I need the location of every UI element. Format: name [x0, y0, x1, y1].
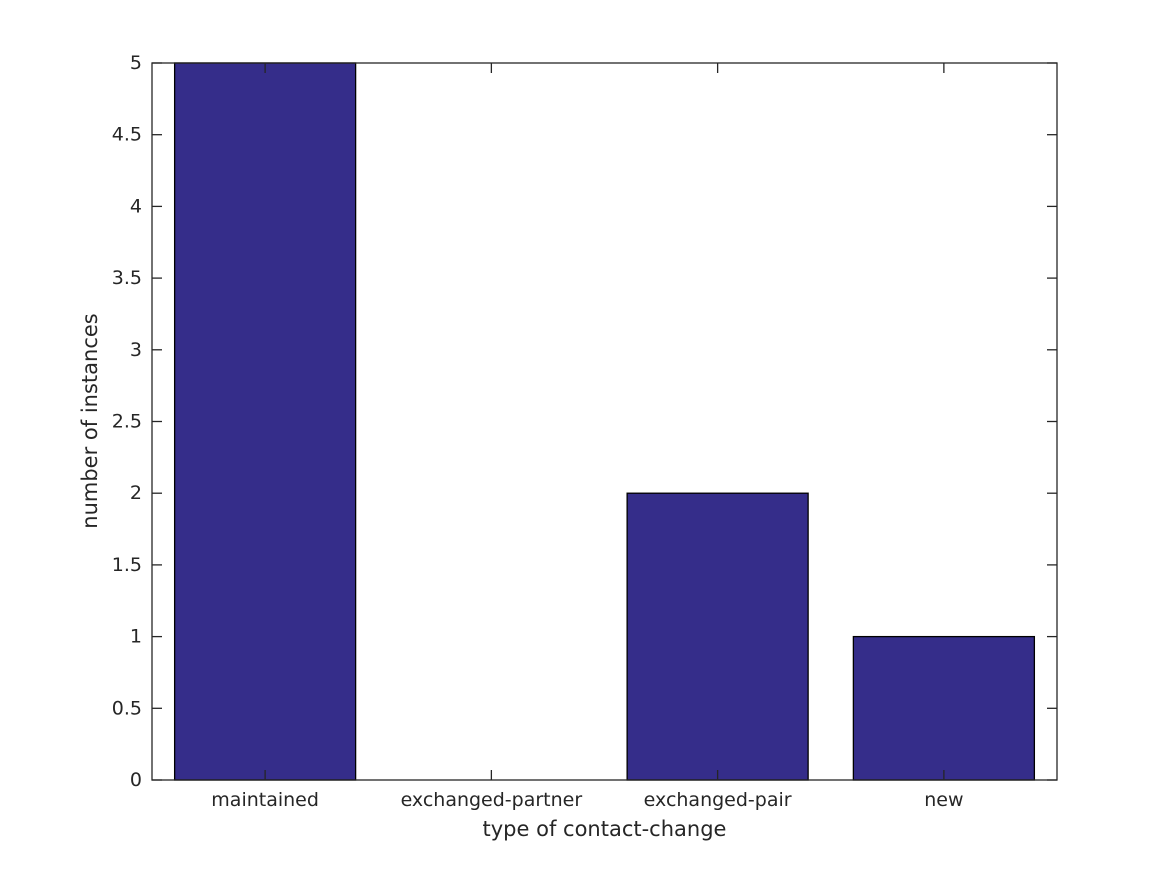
y-tick-label: 3.5 [112, 267, 142, 289]
x-tick-label: exchanged-pair [644, 789, 792, 811]
y-tick-label: 0.5 [112, 697, 142, 719]
bar-exchanged-pair [626, 492, 809, 781]
x-tick-label: exchanged-partner [401, 789, 583, 811]
y-tick-label: 3 [130, 339, 142, 361]
y-tick-label: 2.5 [112, 411, 142, 433]
y-tick-label: 1.5 [112, 554, 142, 576]
y-tick-label: 2 [130, 482, 142, 504]
y-tick-label: 1 [130, 626, 142, 648]
x-axis-label: type of contact-change [482, 817, 727, 841]
y-tick-label: 5 [130, 52, 142, 74]
x-tick-label: new [924, 789, 963, 811]
x-tick-label: maintained [211, 789, 319, 811]
bar-new [852, 635, 1036, 781]
y-tick-label: 0 [130, 769, 142, 791]
y-axis-label: number of instances [78, 313, 102, 529]
y-tick-label: 4.5 [112, 124, 142, 146]
y-tick-label: 4 [130, 195, 142, 217]
bar-maintained [173, 62, 357, 781]
